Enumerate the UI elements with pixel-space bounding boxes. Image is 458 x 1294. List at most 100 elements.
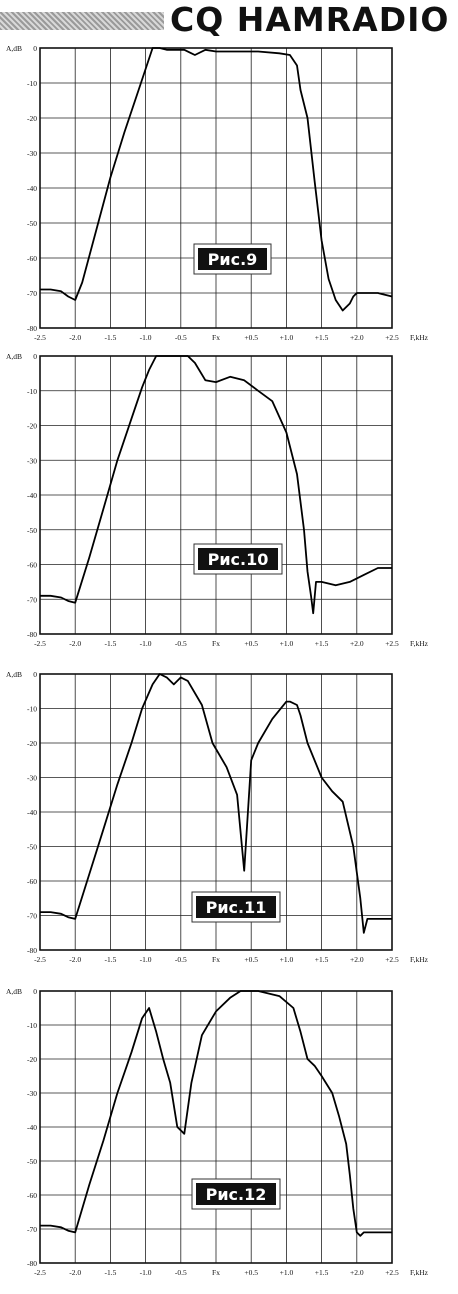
x-tick-label: +0.5: [244, 1268, 258, 1277]
y-tick-label: -60: [27, 1191, 37, 1200]
y-tick-label: -30: [27, 456, 37, 465]
magazine-title: CQ HAMRADIO: [170, 0, 450, 39]
y-tick-label: -10: [27, 705, 37, 714]
x-tick-label: -1.5: [104, 955, 116, 964]
page-header: CQ HAMRADIO: [0, 0, 458, 44]
x-tick-label: Fx: [212, 333, 220, 342]
x-tick-label: +2.5: [385, 639, 399, 648]
x-tick-label: +2.5: [385, 333, 399, 342]
y-tick-label: 0: [33, 44, 37, 53]
x-tick-label: +2.5: [385, 955, 399, 964]
y-tick-label: -40: [27, 808, 37, 817]
x-tick-label: +1.5: [315, 639, 329, 648]
x-tick-label: +2.0: [350, 1268, 364, 1277]
x-tick-label: +0.5: [244, 955, 258, 964]
x-tick-label: -2.0: [69, 1268, 81, 1277]
x-tick-label: +1.0: [280, 955, 294, 964]
header-hatch-band: [0, 12, 164, 30]
figure-caption-text: Рис.9: [208, 250, 258, 269]
x-tick-label: -1.0: [140, 1268, 152, 1277]
y-tick-label: -20: [27, 114, 37, 123]
y-tick-label: -40: [27, 491, 37, 500]
x-tick-label: +1.0: [280, 639, 294, 648]
figure-caption: Рис.12: [191, 1178, 281, 1210]
x-tick-label: +2.0: [350, 639, 364, 648]
plot-frame: [39, 355, 393, 635]
y-axis-label: A,dB: [6, 987, 22, 996]
plot-frame: [39, 673, 393, 951]
x-tick-label: Fx: [212, 1268, 220, 1277]
x-tick-label: -0.5: [175, 955, 187, 964]
y-tick-label: -10: [27, 1021, 37, 1030]
figure-caption-text: Рис.12: [206, 1185, 267, 1204]
plot-frame: [39, 990, 393, 1264]
x-axis-label: F,kHz: [410, 955, 429, 964]
x-tick-label: -2.0: [69, 639, 81, 648]
y-tick-label: -30: [27, 1089, 37, 1098]
x-tick-label: -2.5: [34, 333, 46, 342]
x-axis-label: F,kHz: [410, 333, 429, 342]
chart-ris-10: -2.5 -2.0 -1.5 -1.0 -0.5 Fx +0.5 +1.0 +1.5 +2.0 +2…: [6, 352, 429, 648]
response-curve: [40, 355, 392, 615]
y-tick-label: -20: [27, 739, 37, 748]
response-curve: [40, 47, 393, 312]
x-tick-label: -2.5: [34, 1268, 46, 1277]
x-tick-label: -1.0: [140, 955, 152, 964]
response-curve: [40, 990, 392, 1237]
y-tick-label: -70: [27, 289, 37, 298]
x-tick-label: -2.5: [34, 955, 46, 964]
chart-ris-12: -2.5 -2.0 -1.5 -1.0 -0.5 Fx +0.5 +1.0 +1.5 +2.0 +2…: [6, 987, 429, 1277]
y-axis-label: A,dB: [6, 670, 22, 679]
x-tick-label: +1.0: [280, 333, 294, 342]
y-tick-label: -40: [27, 184, 37, 193]
figure-caption-text: Рис.11: [206, 898, 267, 917]
y-tick-label: -70: [27, 912, 37, 921]
y-tick-label: -10: [27, 79, 37, 88]
y-tick-label: 0: [33, 987, 37, 996]
x-tick-label: -2.5: [34, 639, 46, 648]
x-tick-label: -1.0: [140, 333, 152, 342]
figure-caption: Рис.10: [193, 543, 283, 575]
x-tick-label: +0.5: [244, 639, 258, 648]
figure-caption-text: Рис.10: [208, 550, 269, 569]
x-tick-label: Fx: [212, 955, 220, 964]
y-tick-label: -10: [27, 387, 37, 396]
x-tick-label: -0.5: [175, 1268, 187, 1277]
y-tick-label: -80: [27, 946, 37, 955]
y-tick-label: -80: [27, 630, 37, 639]
chart-ris-9: -2.5 -2.0 -1.5 -1.0 -0.5 Fx +0.5 +1.0 +1.5 +2.0 +2…: [6, 44, 429, 342]
y-tick-label: -80: [27, 324, 37, 333]
y-tick-label: -50: [27, 1157, 37, 1166]
y-tick-label: -70: [27, 1225, 37, 1234]
y-axis-label: A,dB: [6, 352, 22, 361]
figure-caption: Рис.11: [191, 891, 281, 923]
y-tick-label: -30: [27, 774, 37, 783]
x-tick-label: -2.0: [69, 333, 81, 342]
plot-frame: [39, 47, 393, 329]
x-tick-label: -1.0: [140, 639, 152, 648]
x-tick-label: +2.5: [385, 1268, 399, 1277]
y-tick-label: -60: [27, 877, 37, 886]
y-tick-label: -30: [27, 149, 37, 158]
x-tick-label: +1.0: [280, 1268, 294, 1277]
y-axis-label: A,dB: [6, 44, 22, 53]
x-tick-label: -1.5: [104, 333, 116, 342]
chart-ris-11: -2.5 -2.0 -1.5 -1.0 -0.5 Fx +0.5 +1.0 +1.5 +2.0 +2…: [6, 670, 429, 964]
y-tick-label: -50: [27, 219, 37, 228]
y-tick-label: -60: [27, 254, 37, 263]
x-tick-label: Fx: [212, 639, 220, 648]
y-tick-label: -60: [27, 561, 37, 570]
x-tick-label: +1.5: [315, 1268, 329, 1277]
figure-caption: Рис.9: [193, 243, 272, 275]
y-tick-label: -40: [27, 1123, 37, 1132]
x-tick-label: +1.5: [315, 333, 329, 342]
x-tick-label: -0.5: [175, 639, 187, 648]
x-axis-label: F,kHz: [410, 639, 429, 648]
x-tick-label: -1.5: [104, 639, 116, 648]
y-tick-label: -20: [27, 1055, 37, 1064]
y-tick-label: -70: [27, 595, 37, 604]
response-curve: [40, 673, 392, 934]
y-tick-label: -80: [27, 1259, 37, 1268]
y-tick-label: -50: [27, 526, 37, 535]
x-tick-label: +2.0: [350, 955, 364, 964]
